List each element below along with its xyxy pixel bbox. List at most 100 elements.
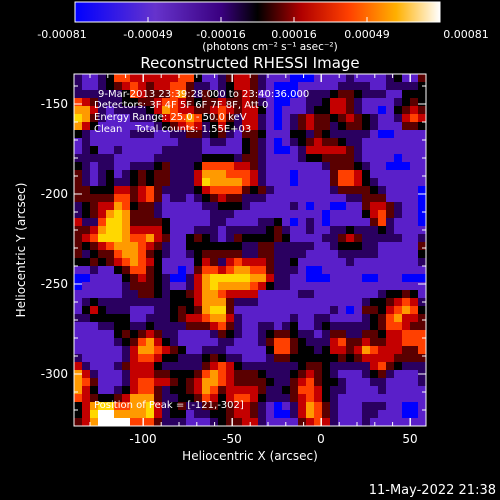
image-pixel (90, 106, 99, 115)
image-pixel (338, 82, 347, 91)
image-pixel (186, 258, 195, 267)
image-pixel (114, 378, 123, 387)
image-pixel (186, 282, 195, 291)
image-pixel (282, 346, 291, 355)
image-pixel (290, 386, 299, 395)
image-pixel (322, 314, 331, 323)
image-pixel (274, 282, 283, 291)
image-pixel (106, 170, 115, 179)
image-pixel (258, 162, 267, 171)
image-pixel (306, 170, 315, 179)
image-pixel (330, 146, 339, 155)
image-pixel (170, 106, 179, 115)
image-pixel (250, 258, 259, 267)
image-pixel (282, 146, 291, 155)
image-pixel (146, 138, 155, 147)
image-pixel (82, 74, 91, 83)
image-pixel (402, 354, 411, 363)
image-pixel (330, 338, 339, 347)
image-pixel (370, 90, 379, 99)
image-pixel (82, 98, 91, 107)
image-pixel (146, 186, 155, 195)
image-pixel (154, 314, 163, 323)
image-pixel (250, 282, 259, 291)
image-pixel (138, 194, 147, 203)
image-pixel (258, 106, 267, 115)
image-pixel (418, 394, 426, 403)
image-pixel (330, 346, 339, 355)
image-pixel (298, 186, 307, 195)
image-pixel (330, 186, 339, 195)
image-pixel (418, 258, 426, 267)
image-pixel (138, 266, 147, 275)
image-pixel (274, 258, 283, 267)
image-pixel (418, 242, 426, 251)
image-pixel (306, 82, 315, 91)
image-pixel (74, 114, 83, 123)
image-pixel (410, 98, 419, 107)
image-pixel (418, 170, 426, 179)
image-pixel (186, 202, 195, 211)
image-pixel (418, 130, 426, 139)
image-pixel (370, 418, 379, 426)
image-pixel (210, 186, 219, 195)
image-pixel (338, 130, 347, 139)
image-pixel (234, 194, 243, 203)
image-pixel (298, 170, 307, 179)
image-pixel (298, 282, 307, 291)
image-pixel (258, 306, 267, 315)
image-pixel (194, 290, 203, 299)
image-pixel (402, 202, 411, 211)
image-pixel (274, 250, 283, 259)
image-pixel (138, 314, 147, 323)
image-pixel (322, 266, 331, 275)
image-pixel (114, 74, 123, 83)
image-pixel (266, 362, 275, 371)
image-pixel (226, 362, 235, 371)
image-pixel (314, 146, 323, 155)
image-pixel (338, 394, 347, 403)
image-pixel (258, 418, 267, 426)
image-pixel (194, 354, 203, 363)
image-pixel (410, 282, 419, 291)
image-pixel (258, 322, 267, 331)
image-pixel (298, 306, 307, 315)
image-pixel (194, 98, 203, 107)
image-pixel (242, 298, 251, 307)
image-pixel (122, 370, 131, 379)
image-pixel (314, 114, 323, 123)
image-pixel (410, 186, 419, 195)
image-pixel (146, 146, 155, 155)
image-pixel (250, 322, 259, 331)
image-pixel (74, 394, 83, 403)
image-pixel (226, 218, 235, 227)
image-pixel (218, 338, 227, 347)
image-pixel (234, 386, 243, 395)
image-pixel (314, 378, 323, 387)
image-pixel (338, 114, 347, 123)
image-pixel (242, 234, 251, 243)
image-pixel (106, 82, 115, 91)
image-pixel (362, 282, 371, 291)
image-pixel (298, 418, 307, 426)
image-pixel (274, 354, 283, 363)
image-pixel (138, 354, 147, 363)
image-pixel (194, 266, 203, 275)
image-pixel (314, 314, 323, 323)
image-pixel (258, 378, 267, 387)
image-pixel (218, 410, 227, 419)
image-pixel (250, 178, 259, 187)
image-pixel (122, 266, 131, 275)
image-pixel (130, 194, 139, 203)
image-pixel (194, 306, 203, 315)
image-pixel (370, 394, 379, 403)
image-pixel (226, 370, 235, 379)
image-pixel (130, 154, 139, 163)
image-pixel (82, 418, 91, 426)
image-pixel (170, 82, 179, 91)
image-pixel (98, 290, 107, 299)
image-pixel (338, 178, 347, 187)
image-pixel (274, 122, 283, 131)
image-pixel (210, 170, 219, 179)
image-pixel (82, 194, 91, 203)
